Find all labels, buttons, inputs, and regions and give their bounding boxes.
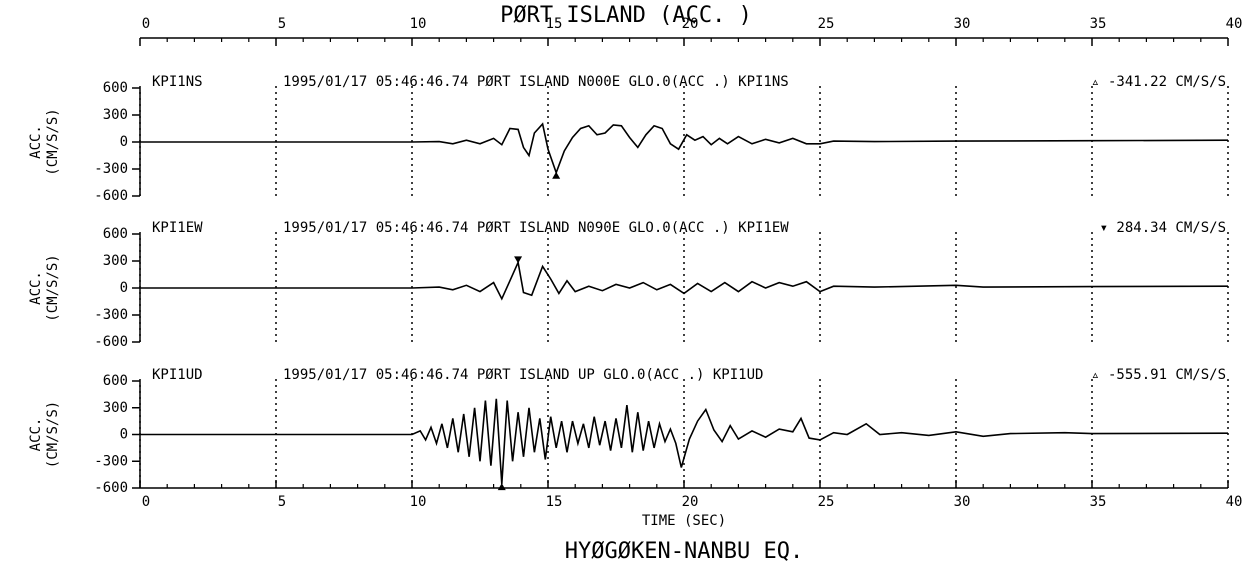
x-tick-label: 10 <box>410 494 427 510</box>
peak-label: ▾ 284.34 CM/S/S <box>1100 220 1226 236</box>
peak-marker <box>514 256 523 264</box>
x-tick-label: 20 <box>682 494 699 510</box>
y-tick-label: -600 <box>94 188 128 204</box>
peak-label: ▵ -555.91 CM/S/S <box>1091 367 1226 383</box>
x-tick-label: 20 <box>682 16 699 32</box>
figure-caption: HYØGØKEN-NANBU EQ. <box>565 539 803 564</box>
station-label: KPI1NS <box>152 74 203 90</box>
panel-header: 1995/01/17 05:46:46.74 PØRT ISLAND N000E… <box>283 74 789 90</box>
x-tick-label: 0 <box>142 16 150 32</box>
waveform <box>140 398 1229 485</box>
x-tick-label: 35 <box>1090 494 1107 510</box>
y-tick-label: -300 <box>94 453 128 469</box>
y-tick-label: -300 <box>94 161 128 177</box>
x-tick-label: 5 <box>278 494 286 510</box>
y-tick-label: 600 <box>103 80 128 96</box>
y-tick-label: -600 <box>94 334 128 350</box>
y-tick-label: 0 <box>120 280 128 296</box>
x-tick-label: 0 <box>142 494 150 510</box>
y-axis-label: ACC. <box>28 125 44 159</box>
y-tick-label: -600 <box>94 480 128 496</box>
y-tick-label: 600 <box>103 226 128 242</box>
y-axis-label: ACC. <box>28 271 44 305</box>
y-tick-label: 300 <box>103 400 128 416</box>
x-tick-label: 35 <box>1090 16 1107 32</box>
x-tick-label: 15 <box>546 16 563 32</box>
y-axis-label: (CM/S/S) <box>45 254 61 321</box>
x-tick-label: 40 <box>1226 494 1243 510</box>
waveform <box>140 122 1229 176</box>
waveform <box>140 259 1229 301</box>
y-tick-label: 0 <box>120 427 128 443</box>
y-axis-label: ACC. <box>28 418 44 452</box>
y-tick-label: 0 <box>120 134 128 150</box>
y-tick-label: -300 <box>94 307 128 323</box>
x-tick-label: 5 <box>278 16 286 32</box>
y-tick-label: 600 <box>103 373 128 389</box>
x-tick-label: 25 <box>818 16 835 32</box>
peak-marker <box>552 171 561 179</box>
x-tick-label: 25 <box>818 494 835 510</box>
panel-header: 1995/01/17 05:46:46.74 PØRT ISLAND UP GL… <box>283 367 763 383</box>
x-tick-label: 30 <box>954 494 971 510</box>
y-axis-label: (CM/S/S) <box>45 108 61 175</box>
y-tick-label: 300 <box>103 253 128 269</box>
panel-header: 1995/01/17 05:46:46.74 PØRT ISLAND N090E… <box>283 220 789 236</box>
y-axis-label: (CM/S/S) <box>45 401 61 468</box>
peak-label: ▵ -341.22 CM/S/S <box>1091 74 1226 90</box>
x-axis-label: TIME (SEC) <box>642 513 726 529</box>
y-tick-label: 300 <box>103 107 128 123</box>
x-tick-label: 30 <box>954 16 971 32</box>
figure-title: PØRT ISLAND (ACC. ) <box>500 3 752 28</box>
x-tick-label: 10 <box>410 16 427 32</box>
station-label: KPI1UD <box>152 367 203 383</box>
x-tick-label: 15 <box>546 494 563 510</box>
x-tick-label: 40 <box>1226 16 1243 32</box>
peak-marker <box>497 483 506 491</box>
station-label: KPI1EW <box>152 220 203 236</box>
